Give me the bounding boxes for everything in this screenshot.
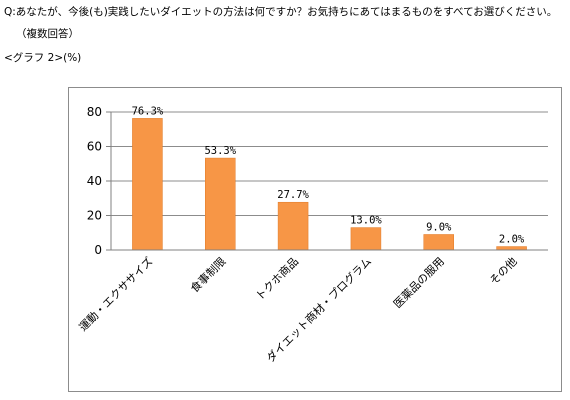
y-tick-label-0: 0 bbox=[94, 243, 102, 257]
bar-5 bbox=[496, 246, 527, 251]
grid-layer bbox=[111, 111, 548, 216]
question-text: Q:あなたが、今後(も)実践したいダイエットの方法は何ですか？お気持ちにあてはま… bbox=[4, 6, 558, 18]
axis-layer bbox=[106, 111, 548, 251]
bar-3 bbox=[350, 227, 382, 251]
question-note: （複数回答） bbox=[16, 28, 79, 40]
data-label-5: 2.0% bbox=[499, 234, 525, 246]
y-tick-label-4: 80 bbox=[87, 105, 102, 119]
category-label-1: 食事制限 bbox=[187, 254, 228, 295]
data-label-3: 13.0% bbox=[350, 215, 382, 227]
category-label-5: その他 bbox=[487, 255, 520, 288]
bar-2 bbox=[277, 201, 309, 251]
category-label-2: トクホ商品 bbox=[252, 254, 301, 303]
bar-1 bbox=[205, 157, 236, 251]
chart-frame bbox=[68, 87, 562, 392]
category-label-0: 運動・エクササイズ bbox=[76, 254, 156, 334]
bar-4 bbox=[423, 234, 454, 251]
bar-0 bbox=[132, 118, 163, 251]
bar-layer bbox=[132, 118, 527, 251]
data-label-1: 53.3% bbox=[204, 145, 236, 157]
data-label-4: 9.0% bbox=[426, 221, 452, 233]
data-label-2: 27.7% bbox=[277, 189, 309, 201]
y-tick-label-3: 60 bbox=[87, 140, 102, 154]
category-label-4: 医薬品の服用 bbox=[391, 255, 447, 311]
graph-label: <グラフ 2>(%) bbox=[4, 52, 82, 64]
y-tick-label-2: 40 bbox=[87, 174, 102, 188]
data-label-0: 76.3% bbox=[132, 105, 164, 117]
y-tick-label-1: 20 bbox=[87, 209, 102, 223]
